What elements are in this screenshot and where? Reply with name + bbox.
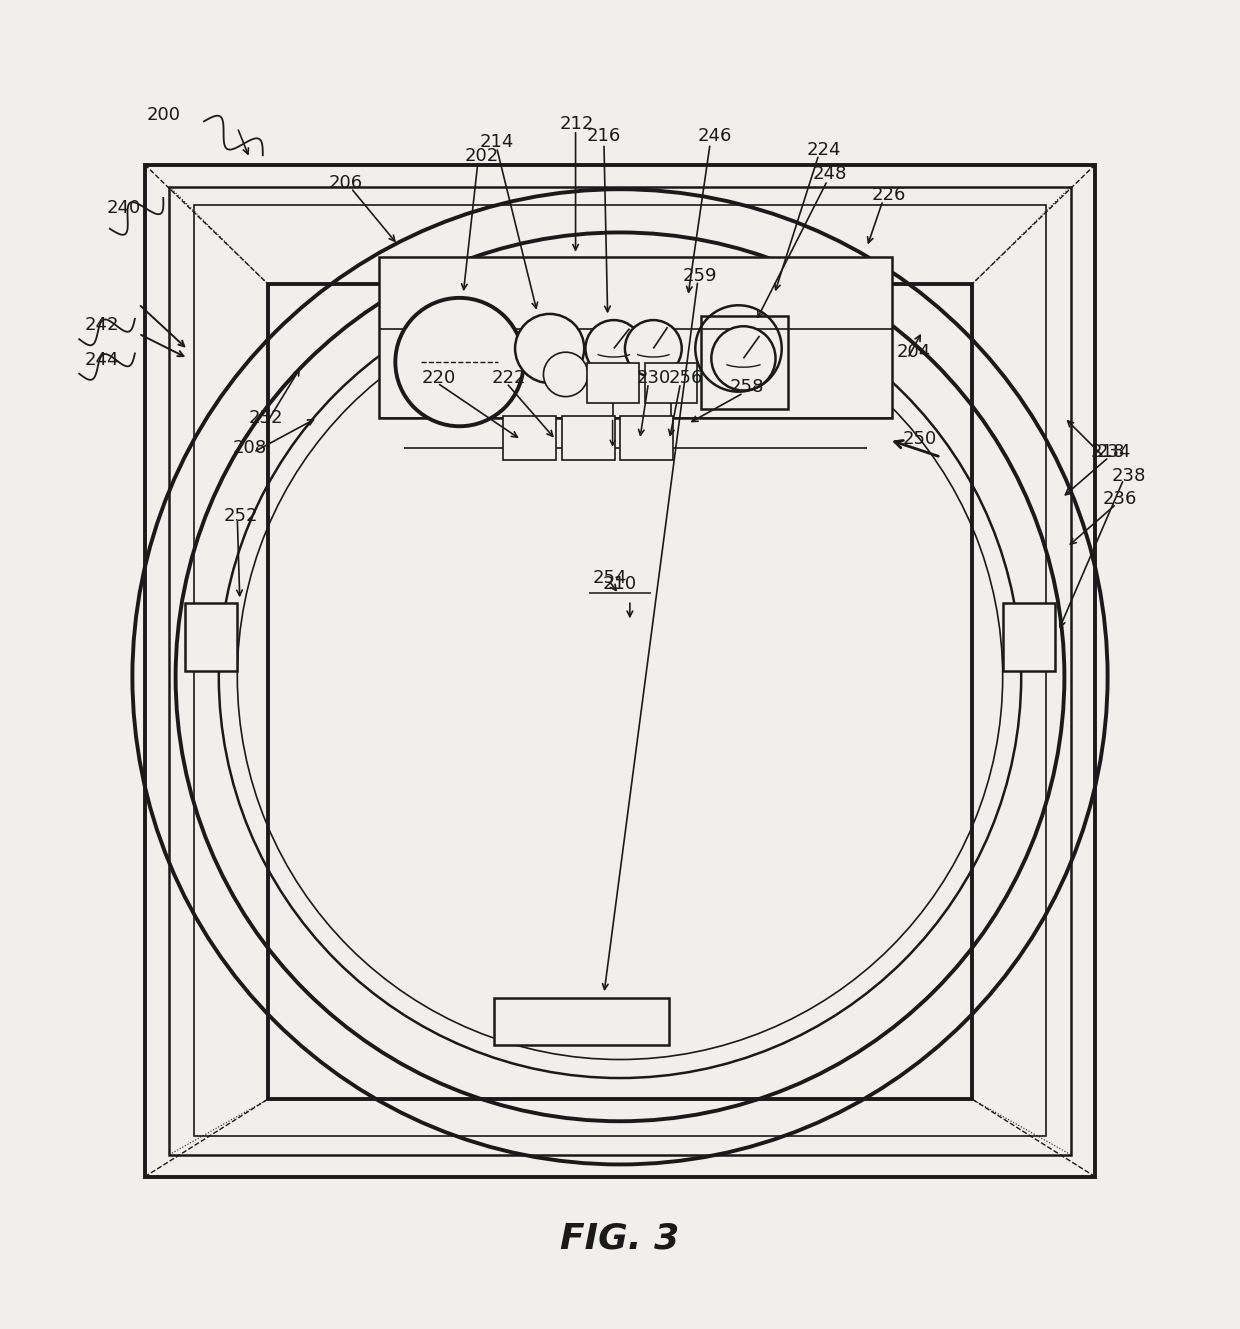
Text: 246: 246: [698, 128, 733, 145]
Text: 234: 234: [1096, 443, 1131, 461]
Text: 250: 250: [903, 429, 937, 448]
Text: 236: 236: [1102, 490, 1137, 508]
Bar: [702, 316, 787, 409]
Text: 254: 254: [593, 569, 627, 587]
Text: 212: 212: [559, 114, 594, 133]
Text: 248: 248: [812, 165, 847, 183]
Text: 206: 206: [329, 174, 363, 193]
Bar: [562, 416, 615, 460]
Text: 256: 256: [668, 369, 703, 387]
Bar: [186, 603, 237, 671]
Bar: [587, 363, 639, 403]
Text: FIG. 3: FIG. 3: [560, 1221, 680, 1256]
Text: 238: 238: [1111, 466, 1146, 485]
Text: 222: 222: [491, 369, 526, 387]
Text: 240: 240: [107, 199, 141, 217]
Text: 220: 220: [422, 369, 455, 387]
Circle shape: [543, 352, 588, 396]
Text: 204: 204: [897, 343, 931, 361]
Text: 218: 218: [1090, 443, 1125, 461]
Bar: [195, 205, 1045, 1136]
Text: 200: 200: [146, 106, 180, 124]
Circle shape: [625, 320, 682, 377]
Text: 202: 202: [465, 148, 498, 165]
Bar: [494, 998, 670, 1045]
Text: 216: 216: [587, 128, 621, 145]
Text: 226: 226: [872, 186, 906, 205]
Circle shape: [515, 314, 584, 383]
Circle shape: [712, 326, 775, 391]
Text: 210: 210: [603, 575, 637, 593]
Bar: [502, 416, 556, 460]
Text: 258: 258: [730, 377, 764, 396]
Circle shape: [585, 320, 642, 377]
Bar: [145, 165, 1095, 1176]
Text: 244: 244: [84, 351, 119, 368]
Bar: [1003, 603, 1054, 671]
Text: 232: 232: [248, 408, 283, 427]
Text: 252: 252: [223, 508, 258, 525]
Bar: [170, 187, 1070, 1155]
Text: 259: 259: [683, 267, 718, 284]
Bar: [268, 284, 972, 1099]
Text: 242: 242: [84, 316, 119, 334]
Text: 224: 224: [806, 141, 841, 158]
Bar: [645, 363, 697, 403]
Bar: [379, 256, 892, 417]
Text: 230: 230: [636, 369, 671, 387]
Circle shape: [396, 298, 523, 427]
Text: 214: 214: [480, 133, 513, 152]
Text: 208: 208: [233, 440, 267, 457]
Bar: [620, 416, 673, 460]
